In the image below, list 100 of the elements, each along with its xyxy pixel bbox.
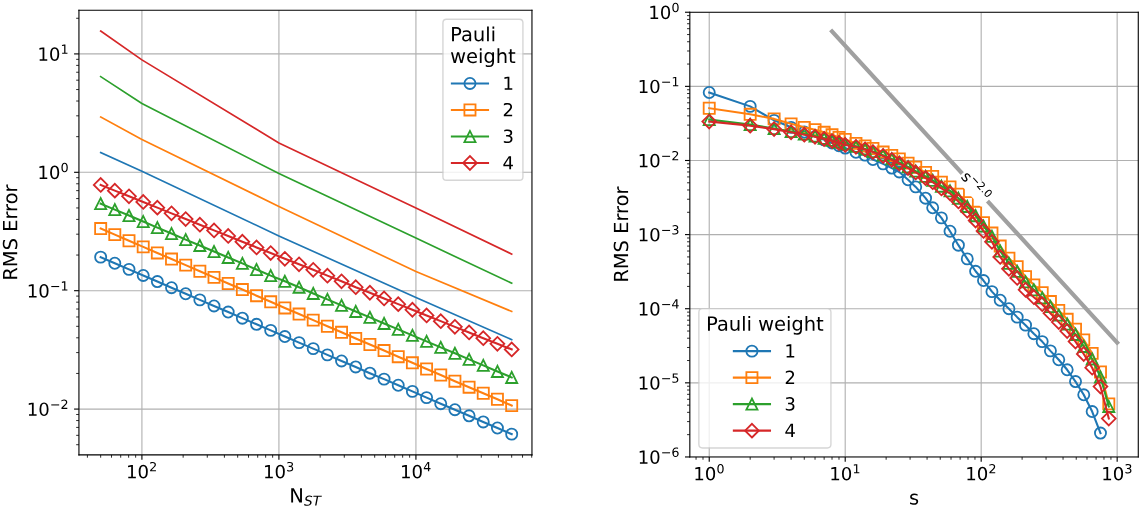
point	[967, 212, 984, 229]
point	[335, 354, 349, 368]
y-tick-label: 10$^{−1}$	[639, 76, 679, 94]
point	[1094, 370, 1107, 384]
point	[333, 273, 350, 290]
point	[235, 311, 249, 325]
point	[122, 209, 136, 223]
point	[264, 269, 278, 283]
point	[207, 299, 221, 313]
point	[192, 216, 208, 233]
point	[362, 284, 378, 301]
point	[969, 264, 983, 278]
point	[320, 292, 334, 306]
point	[108, 203, 122, 217]
point	[993, 244, 1007, 258]
point	[292, 336, 306, 350]
point	[476, 386, 490, 400]
point	[943, 224, 957, 238]
point	[292, 307, 306, 321]
point	[135, 194, 151, 210]
point	[363, 366, 377, 380]
point	[193, 264, 207, 278]
point	[490, 392, 504, 406]
point	[448, 346, 462, 360]
point	[420, 334, 434, 348]
point	[121, 188, 137, 205]
point	[306, 286, 320, 300]
point	[447, 319, 463, 335]
point	[420, 391, 434, 405]
point	[476, 415, 490, 429]
point	[377, 316, 391, 330]
point	[926, 201, 940, 215]
point	[92, 177, 109, 193]
point	[951, 191, 965, 205]
x-tick-label: 10$^{2}$	[967, 463, 996, 481]
point	[960, 252, 974, 266]
point	[969, 209, 983, 223]
point	[349, 304, 363, 318]
legend-label: 3	[503, 129, 513, 144]
point	[505, 370, 519, 384]
point	[206, 222, 222, 239]
point	[193, 293, 207, 307]
point	[305, 262, 322, 278]
legend-label: 4	[785, 423, 795, 437]
point	[1052, 353, 1066, 367]
point	[391, 350, 405, 364]
point	[363, 310, 377, 324]
point	[1043, 344, 1057, 358]
point	[391, 322, 405, 336]
point	[250, 263, 263, 276]
point	[335, 298, 349, 312]
point	[418, 307, 435, 324]
point	[1002, 302, 1016, 316]
point	[1017, 282, 1034, 298]
point	[1010, 264, 1024, 278]
point	[179, 287, 193, 301]
y-tick-label: 10$^{−4}$	[639, 299, 679, 316]
y-tick-label: 10$^{−1}$	[28, 281, 68, 298]
point	[462, 409, 476, 423]
point	[892, 165, 906, 179]
point	[951, 238, 965, 252]
point	[377, 372, 391, 386]
y-tick-label: 10$^{−2}$	[639, 150, 679, 168]
point	[985, 285, 999, 299]
point	[1059, 323, 1075, 339]
x-tick-label: 10$^{1}$	[831, 464, 860, 481]
point	[1075, 346, 1092, 362]
point	[262, 245, 279, 261]
annotation: s$^{−2.0}$	[960, 168, 993, 203]
point	[1019, 275, 1033, 289]
point	[934, 179, 948, 193]
point	[1052, 308, 1066, 322]
point	[165, 252, 178, 266]
point	[1010, 310, 1024, 324]
point	[405, 384, 419, 398]
point	[950, 193, 967, 210]
legend-title: Pauli weight	[707, 315, 824, 335]
point	[363, 338, 377, 351]
point	[1069, 327, 1082, 341]
point	[448, 403, 462, 417]
point	[448, 374, 462, 388]
point	[1002, 251, 1016, 265]
point	[1009, 270, 1025, 286]
point	[107, 182, 123, 199]
point	[349, 360, 363, 374]
point	[490, 364, 504, 378]
point	[108, 228, 122, 242]
point	[250, 289, 263, 303]
point	[942, 185, 958, 202]
point	[320, 319, 334, 333]
point	[235, 256, 249, 270]
point	[1077, 339, 1091, 353]
point	[136, 240, 150, 254]
point	[943, 184, 957, 198]
point	[404, 301, 421, 318]
point	[235, 283, 249, 297]
point	[475, 330, 492, 346]
point	[94, 197, 108, 211]
point	[291, 256, 307, 273]
point	[1035, 291, 1049, 305]
